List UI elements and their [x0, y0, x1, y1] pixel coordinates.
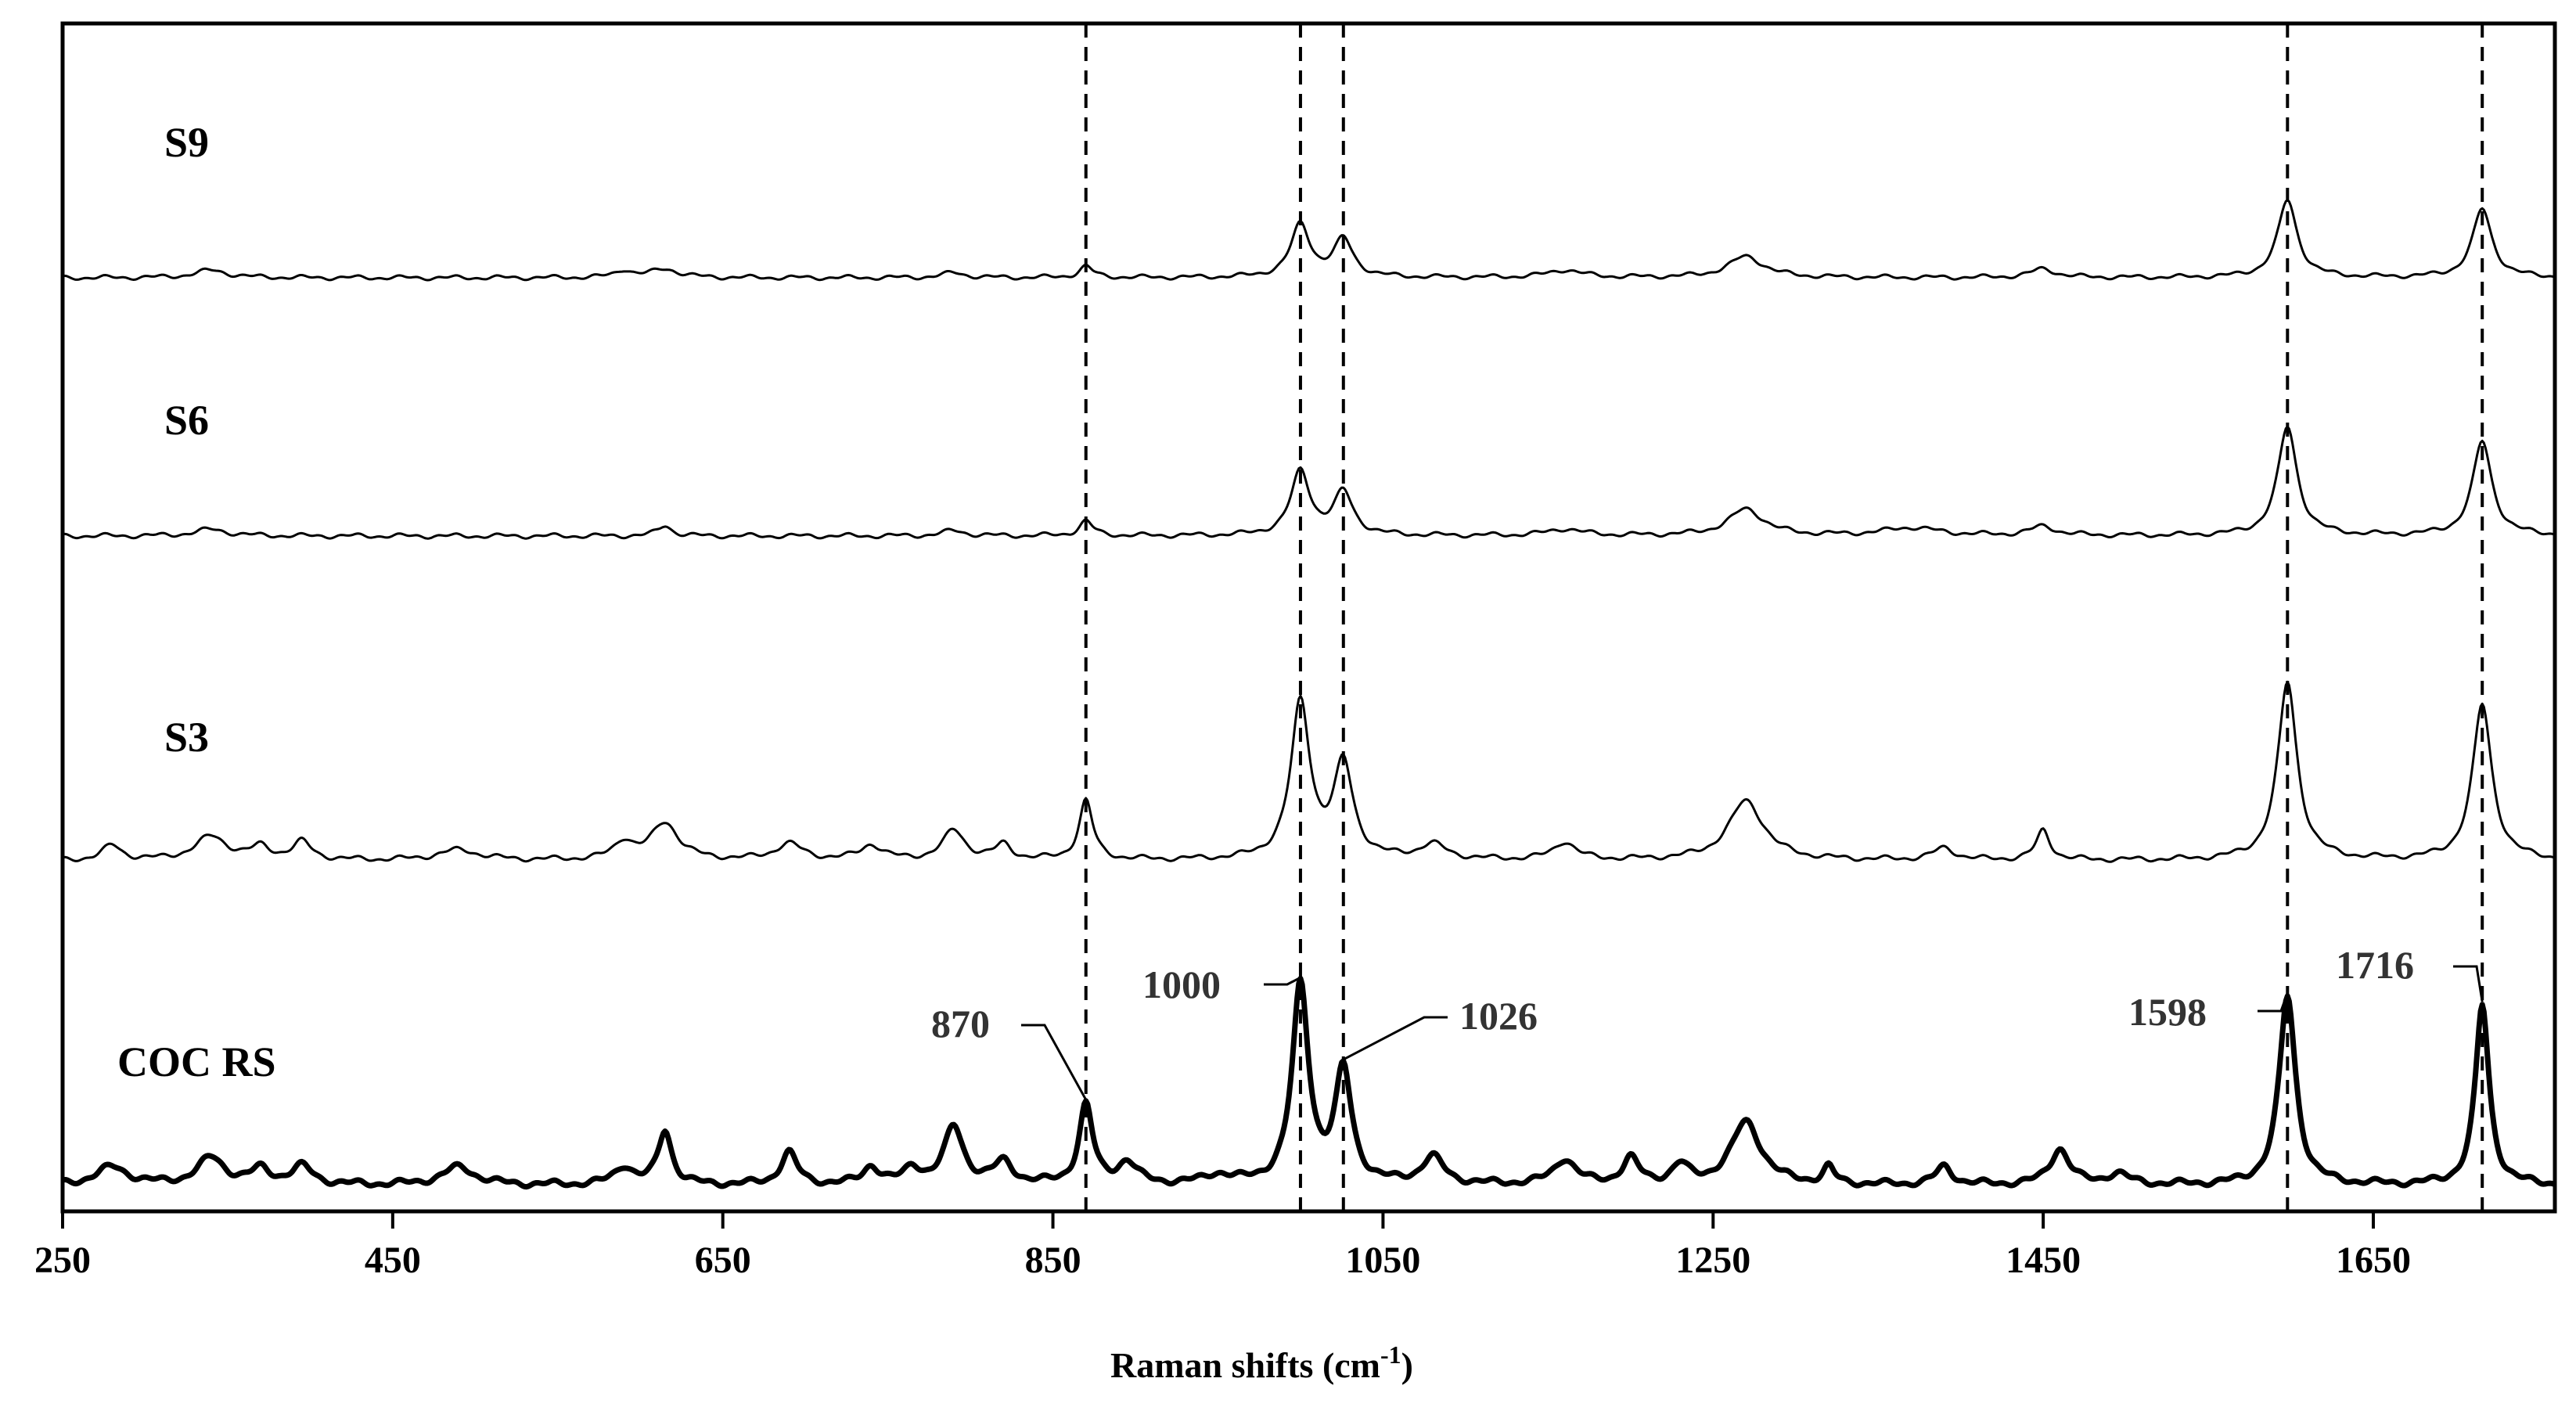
trace-coc-rs: [61, 975, 2556, 1190]
peak-label-870: 870: [931, 1002, 990, 1045]
series-label-s6: S6: [164, 397, 209, 444]
series-label-s9: S9: [164, 119, 209, 166]
peak-labels: 870 1000 1026 1598 1716: [931, 943, 2484, 1101]
series-labels: S9 S6 S3 COC RS: [117, 119, 276, 1085]
series-label-coc-rs: COC RS: [117, 1038, 276, 1085]
peak-leader-1716: [2453, 965, 2484, 1002]
x-axis-label-unit: (cm: [1322, 1345, 1380, 1385]
x-tick-label-650: 650: [695, 1240, 751, 1281]
x-tick-label-250: 250: [34, 1240, 91, 1281]
x-tick-label-450: 450: [365, 1240, 421, 1281]
x-axis-label-text: Raman shifts: [1110, 1345, 1313, 1385]
x-axis-label: Raman shifts (cm-1): [1110, 1340, 1413, 1385]
x-tick-label-1050: 1050: [1345, 1240, 1420, 1281]
peak-leader-870: [1021, 1024, 1088, 1101]
trace-s9: [62, 199, 2556, 282]
peak-label-1598: 1598: [2128, 990, 2207, 1034]
peak-label-1026: 1026: [1459, 994, 1538, 1038]
peak-leader-1598: [2258, 992, 2289, 1013]
x-axis-label-superscript: -1: [1380, 1340, 1401, 1369]
x-tick-label-850: 850: [1025, 1240, 1081, 1281]
x-axis-label-close: ): [1401, 1345, 1413, 1385]
peak-leader-1000: [1264, 976, 1301, 986]
series-label-s3: S3: [164, 714, 209, 761]
spectra-traces: [61, 199, 2556, 1190]
x-tick-label-1450: 1450: [2006, 1240, 2081, 1281]
x-tick-label-1250: 1250: [1675, 1240, 1750, 1281]
x-tick-label-1650: 1650: [2336, 1240, 2411, 1281]
peak-label-1716: 1716: [2336, 943, 2414, 987]
x-axis-ticks: 250 450 650 850 1050 1250 1450 1650: [34, 1211, 2411, 1281]
reference-lines: [1084, 23, 2484, 1211]
trace-s3: [62, 680, 2556, 863]
plot-frame: [60, 21, 2557, 1214]
peak-label-1000: 1000: [1142, 963, 1221, 1006]
trace-s6: [62, 425, 2556, 540]
peak-leader-1026: [1343, 1016, 1448, 1061]
